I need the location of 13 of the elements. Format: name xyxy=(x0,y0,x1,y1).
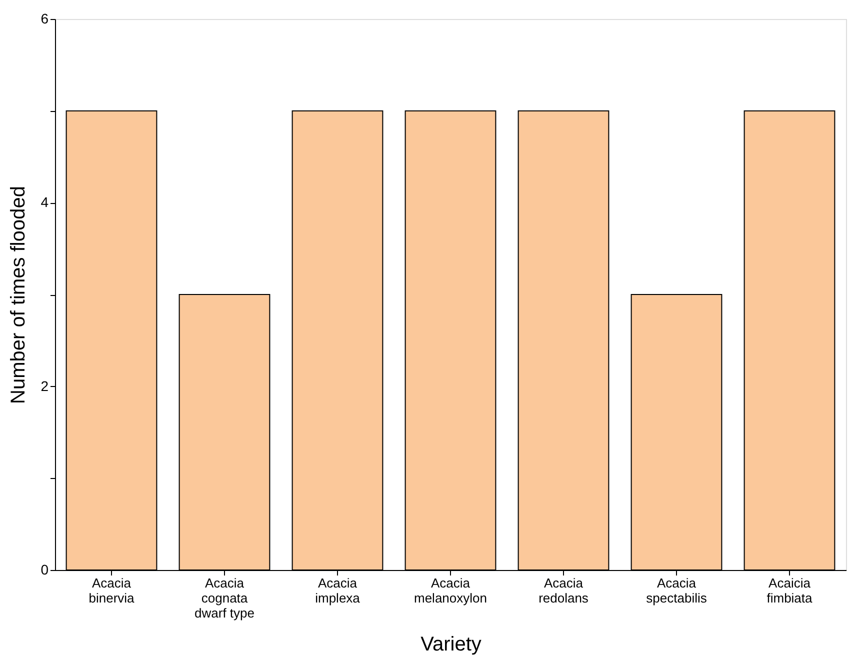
y-tick-label: 4 xyxy=(40,194,49,210)
y-axis-title: Number of times flooded xyxy=(8,186,30,404)
x-tick-label: Acacia redolans xyxy=(538,576,589,606)
y-tick-label: 0 xyxy=(40,562,49,578)
x-tick-label: Acacia implexa xyxy=(315,576,361,606)
x-tick-label: Acaicia fimbiata xyxy=(766,576,814,606)
x-tick-label: Acacia spectabilis xyxy=(646,576,708,606)
x-tick-label: Acacia cognata dwarf type xyxy=(194,576,254,620)
x-tick-label: Acacia melanoxylon xyxy=(414,576,487,606)
x-tick-label: Acacia binervia xyxy=(88,576,136,606)
x-axis-title: Variety xyxy=(420,634,482,656)
y-tick-label: 6 xyxy=(40,10,49,26)
y-tick-label: 2 xyxy=(40,378,49,394)
